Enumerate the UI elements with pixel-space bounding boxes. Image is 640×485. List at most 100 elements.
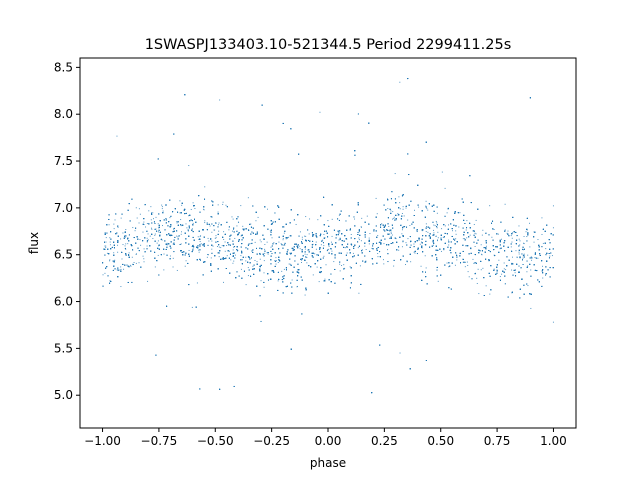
data-point: [314, 253, 316, 255]
data-point: [522, 249, 524, 251]
data-point: [542, 265, 543, 267]
data-point: [142, 255, 144, 257]
data-point: [263, 286, 265, 288]
data-point: [507, 230, 509, 232]
data-point: [185, 223, 187, 225]
data-point: [263, 272, 265, 274]
data-point: [402, 206, 404, 208]
data-point: [282, 237, 284, 239]
data-point: [465, 229, 467, 231]
data-point: [519, 244, 521, 246]
data-point: [278, 241, 280, 243]
data-point: [260, 241, 262, 243]
data-point: [442, 236, 444, 238]
data-point: [231, 216, 233, 218]
data-point: [138, 262, 140, 264]
data-point: [464, 238, 466, 240]
data-point: [498, 259, 500, 261]
data-point: [393, 216, 395, 218]
data-point: [338, 239, 340, 241]
data-point: [301, 238, 303, 240]
data-point: [401, 233, 403, 235]
data-point: [194, 207, 196, 209]
data-point: [213, 229, 215, 231]
data-point: [435, 235, 437, 237]
data-point: [121, 258, 123, 260]
data-point: [264, 252, 266, 254]
data-point: [456, 259, 458, 261]
data-point: [436, 212, 438, 214]
data-point: [145, 226, 147, 228]
data-point: [407, 219, 409, 221]
data-point: [184, 265, 186, 267]
data-point: [526, 271, 528, 273]
data-point: [117, 226, 119, 228]
data-point: [172, 257, 174, 259]
data-point: [309, 218, 311, 220]
data-point: [216, 245, 218, 247]
data-point: [114, 259, 116, 261]
data-point: [474, 232, 476, 234]
data-point: [161, 206, 163, 208]
data-point: [506, 232, 508, 234]
data-point: [425, 231, 427, 233]
data-point: [155, 216, 157, 218]
data-point: [327, 220, 329, 222]
data-point: [470, 248, 472, 250]
data-point: [446, 262, 448, 264]
data-point: [256, 261, 258, 263]
data-point: [206, 256, 208, 258]
data-point: [388, 233, 390, 235]
data-point: [188, 215, 190, 217]
data-point: [143, 221, 145, 223]
data-point: [276, 260, 277, 262]
data-point: [114, 219, 116, 221]
data-point: [365, 249, 367, 251]
data-point: [371, 247, 373, 249]
data-point: [360, 226, 362, 228]
data-point: [199, 235, 201, 237]
data-point: [308, 233, 310, 235]
data-point: [200, 243, 202, 245]
data-point: [136, 217, 138, 219]
data-point: [421, 230, 423, 232]
data-point: [394, 173, 396, 175]
data-point: [214, 237, 216, 239]
data-point: [338, 214, 340, 216]
data-point: [148, 210, 150, 212]
data-point: [281, 270, 283, 272]
data-point: [516, 256, 518, 258]
data-point: [154, 266, 156, 268]
data-point: [425, 223, 427, 225]
data-point: [223, 281, 225, 283]
data-point: [448, 239, 450, 241]
data-point: [124, 245, 126, 247]
data-point: [476, 277, 478, 279]
data-point: [139, 239, 141, 241]
data-point: [360, 240, 362, 242]
data-point: [199, 237, 201, 239]
data-point: [305, 216, 307, 218]
data-point: [120, 217, 122, 219]
data-point: [215, 237, 217, 239]
data-point: [475, 219, 477, 221]
data-point: [124, 231, 126, 233]
data-point: [226, 255, 228, 257]
data-point: [511, 256, 513, 258]
data-point: [271, 237, 273, 239]
data-point: [245, 284, 247, 286]
data-point: [328, 245, 330, 247]
data-point: [323, 255, 325, 257]
data-point: [481, 254, 483, 256]
data-point: [381, 223, 383, 225]
data-point: [366, 215, 368, 217]
data-point: [499, 248, 501, 250]
data-point: [344, 247, 346, 249]
data-point: [360, 226, 362, 228]
data-point: [163, 269, 165, 271]
data-point: [455, 233, 457, 235]
data-point: [377, 256, 379, 258]
data-point: [135, 262, 137, 264]
data-point: [546, 260, 548, 262]
data-point: [421, 210, 423, 212]
